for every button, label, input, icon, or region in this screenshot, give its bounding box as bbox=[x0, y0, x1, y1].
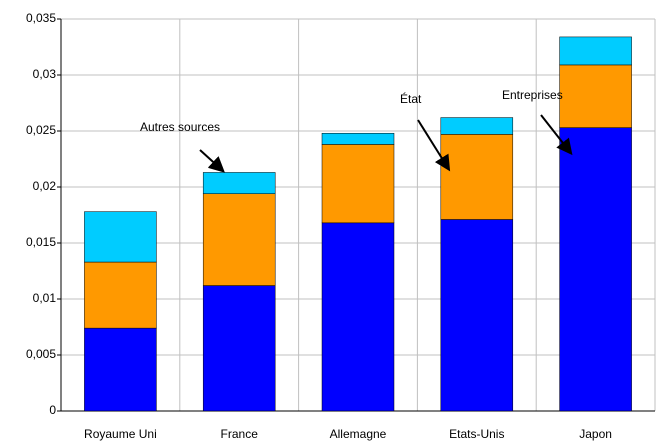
y-tick-label: 0,01 bbox=[33, 291, 57, 305]
bar-segment bbox=[202, 172, 276, 194]
bar-segment bbox=[321, 222, 395, 412]
x-tick-label: Japon bbox=[579, 427, 612, 441]
annotation-arrow bbox=[540, 114, 573, 156]
annotation: Autres sources bbox=[140, 120, 220, 134]
bar-segment bbox=[321, 132, 395, 145]
bar-segment bbox=[202, 193, 276, 286]
x-tick-label: Royaume Uni bbox=[84, 427, 157, 441]
y-tick-label: 0,025 bbox=[26, 123, 56, 137]
y-tick-label: 0 bbox=[49, 403, 56, 417]
bar-segment bbox=[440, 134, 514, 220]
x-tick-label: France bbox=[221, 427, 259, 441]
y-tick-label: 0,015 bbox=[26, 235, 56, 249]
y-tick-label: 0,005 bbox=[26, 347, 56, 361]
annotation: État bbox=[400, 91, 422, 106]
bar-segment bbox=[559, 36, 632, 66]
y-tick-label: 0,02 bbox=[33, 179, 57, 193]
bar-segment bbox=[84, 261, 157, 329]
annotation: Entreprises bbox=[502, 88, 563, 102]
y-tick-label: 0,03 bbox=[33, 67, 57, 81]
bar-segment bbox=[440, 219, 514, 412]
annotation-arrow bbox=[417, 119, 451, 172]
bar-segment bbox=[440, 117, 514, 135]
x-tick-label: Allemagne bbox=[330, 427, 387, 441]
bar-segment bbox=[84, 327, 157, 412]
bar-segment bbox=[84, 211, 157, 263]
annotation-arrow bbox=[199, 149, 225, 173]
bar-segment bbox=[202, 285, 276, 412]
y-tick-label: 0,035 bbox=[26, 11, 56, 25]
bar-segment bbox=[321, 144, 395, 224]
bar-segment bbox=[559, 64, 632, 128]
bar-segment bbox=[559, 127, 632, 412]
x-tick-label: Etats-Unis bbox=[449, 427, 504, 441]
